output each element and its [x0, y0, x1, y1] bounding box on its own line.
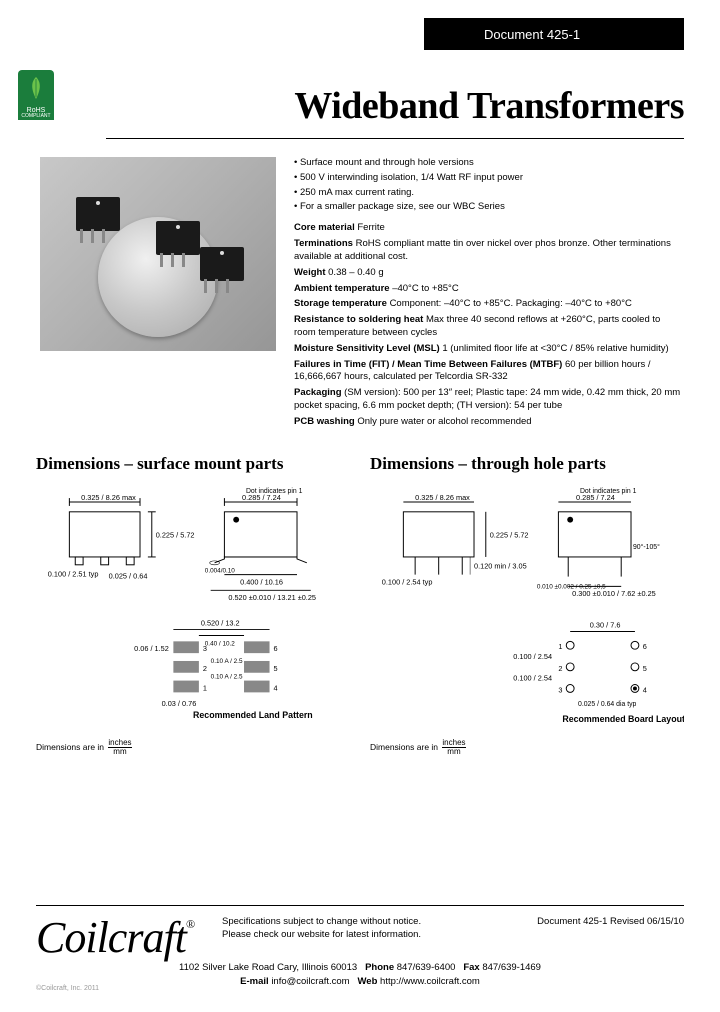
svg-text:0.225 / 5.72: 0.225 / 5.72	[490, 530, 529, 539]
svg-text:0.03 / 0.76: 0.03 / 0.76	[162, 699, 197, 708]
dims-surface-mount: Dimensions – surface mount parts 0.325 /…	[36, 454, 350, 756]
svg-text:0.120 min / 3.05: 0.120 min / 3.05	[474, 561, 527, 570]
rohs-line2: COMPLIANT	[18, 114, 54, 119]
svg-text:6: 6	[643, 642, 647, 651]
svg-text:5: 5	[643, 663, 647, 672]
spec-line: Weight 0.38 – 0.40 g	[294, 267, 684, 280]
spec-line: Failures in Time (FIT) / Mean Time Betwe…	[294, 359, 684, 385]
svg-text:5: 5	[273, 663, 277, 672]
svg-text:Recommended Land Pattern: Recommended Land Pattern	[193, 710, 313, 720]
spec-line: Resistance to soldering heat Max three 4…	[294, 314, 684, 340]
svg-text:4: 4	[643, 685, 647, 694]
product-photo	[40, 157, 276, 351]
dims-through-hole: Dimensions – through hole parts 0.325 / …	[370, 454, 684, 756]
svg-text:0.100 / 2.54: 0.100 / 2.54	[513, 652, 552, 661]
svg-text:Recommended Board Layout: Recommended Board Layout	[562, 713, 684, 723]
svg-text:1: 1	[558, 642, 562, 651]
svg-text:0.100 / 2.51 typ: 0.100 / 2.51 typ	[48, 569, 99, 578]
svg-text:0.10 A / 2.5: 0.10 A / 2.5	[211, 673, 243, 680]
spec-line: Packaging (SM version): 500 per 13″ reel…	[294, 387, 684, 413]
footer: Coilcraft® Specifications subject to cha…	[36, 905, 684, 988]
spec-line: Moisture Sensitivity Level (MSL) 1 (unli…	[294, 343, 684, 356]
bullet: For a smaller package size, see our WBC …	[294, 201, 684, 214]
svg-text:0.30 / 7.6: 0.30 / 7.6	[590, 620, 621, 629]
svg-text:Dot indicates pin 1: Dot indicates pin 1	[580, 488, 637, 495]
svg-text:3: 3	[558, 685, 562, 694]
dims-th-title: Dimensions – through hole parts	[370, 454, 684, 474]
svg-text:0.225 / 5.72: 0.225 / 5.72	[156, 530, 195, 539]
spec-line: Terminations RoHS compliant matte tin ov…	[294, 238, 684, 264]
document-number-tab: Document 425-1	[424, 18, 684, 50]
svg-text:4: 4	[273, 683, 277, 692]
th-drawing: 0.325 / 8.26 max 0.225 / 5.72 0.100 / 2.…	[370, 482, 684, 732]
svg-text:1: 1	[203, 683, 207, 692]
footer-notice: Specifications subject to change without…	[222, 916, 498, 942]
copyright: ©Coilcraft, Inc. 2011	[36, 985, 99, 992]
footer-doc-rev: Document 425-1 Revised 06/15/10	[514, 916, 684, 927]
sm-drawing: 0.325 / 8.26 max 0.225 / 5.72 0.100 / 2.…	[36, 482, 350, 732]
dims-unit-note: Dimensions are in inchesmm	[370, 739, 684, 756]
svg-text:0.100 / 2.54 typ: 0.100 / 2.54 typ	[382, 577, 433, 586]
bullet: Surface mount and through hole versions	[294, 157, 684, 170]
svg-text:0.100 / 2.54: 0.100 / 2.54	[513, 673, 552, 682]
svg-text:0.520 / 13.2: 0.520 / 13.2	[201, 618, 240, 627]
specs-block: Surface mount and through hole versions …	[294, 157, 684, 432]
svg-text:0.025 / 0.64 dia typ: 0.025 / 0.64 dia typ	[578, 701, 637, 708]
bullet: 500 V interwinding isolation, 1/4 Watt R…	[294, 172, 684, 185]
svg-text:0.40 / 10.2: 0.40 / 10.2	[205, 640, 236, 647]
dims-unit-note: Dimensions are in inchesmm	[36, 739, 350, 756]
svg-text:0.025 / 0.64: 0.025 / 0.64	[109, 571, 148, 580]
footer-address: 1102 Silver Lake Road Cary, Illinois 600…	[36, 961, 684, 988]
leaf-icon	[18, 70, 54, 106]
svg-text:0.300 ±0.010 / 7.62 ±0.25: 0.300 ±0.010 / 7.62 ±0.25	[572, 589, 656, 598]
footer-rule	[36, 905, 684, 906]
svg-text:Dot indicates pin 1: Dot indicates pin 1	[246, 488, 303, 495]
dims-sm-title: Dimensions – surface mount parts	[36, 454, 350, 474]
svg-text:0.325 / 8.26 max: 0.325 / 8.26 max	[81, 493, 136, 502]
title-rule	[106, 138, 684, 139]
svg-text:0.400 / 10.16: 0.400 / 10.16	[240, 577, 283, 586]
spec-line: Ambient temperature –40°C to +85°C	[294, 283, 684, 296]
svg-text:0.325 / 8.26 max: 0.325 / 8.26 max	[415, 493, 470, 502]
svg-text:2: 2	[203, 663, 207, 672]
feature-bullets: Surface mount and through hole versions …	[294, 157, 684, 214]
svg-text:0.004/0.10: 0.004/0.10	[205, 567, 236, 574]
svg-text:0.520 ±0.010 / 13.21 ±0.25: 0.520 ±0.010 / 13.21 ±0.25	[228, 593, 316, 602]
spec-line: PCB washing Only pure water or alcohol r…	[294, 416, 684, 429]
page-title: Wideband Transformers	[36, 84, 684, 128]
spec-line: Core material Ferrite	[294, 222, 684, 235]
svg-text:0.06 / 1.52: 0.06 / 1.52	[134, 644, 169, 653]
svg-text:2: 2	[558, 663, 562, 672]
svg-text:0.10 A / 2.5: 0.10 A / 2.5	[211, 658, 243, 665]
spec-line: Storage temperature Component: –40°C to …	[294, 298, 684, 311]
company-logo: Coilcraft®	[36, 916, 206, 955]
bullet: 250 mA max current rating.	[294, 187, 684, 200]
svg-text:6: 6	[273, 644, 277, 653]
svg-text:90°-105°: 90°-105°	[633, 543, 660, 551]
rohs-badge: RoHS COMPLIANT	[18, 70, 62, 124]
rohs-label: RoHS COMPLIANT	[18, 106, 54, 120]
